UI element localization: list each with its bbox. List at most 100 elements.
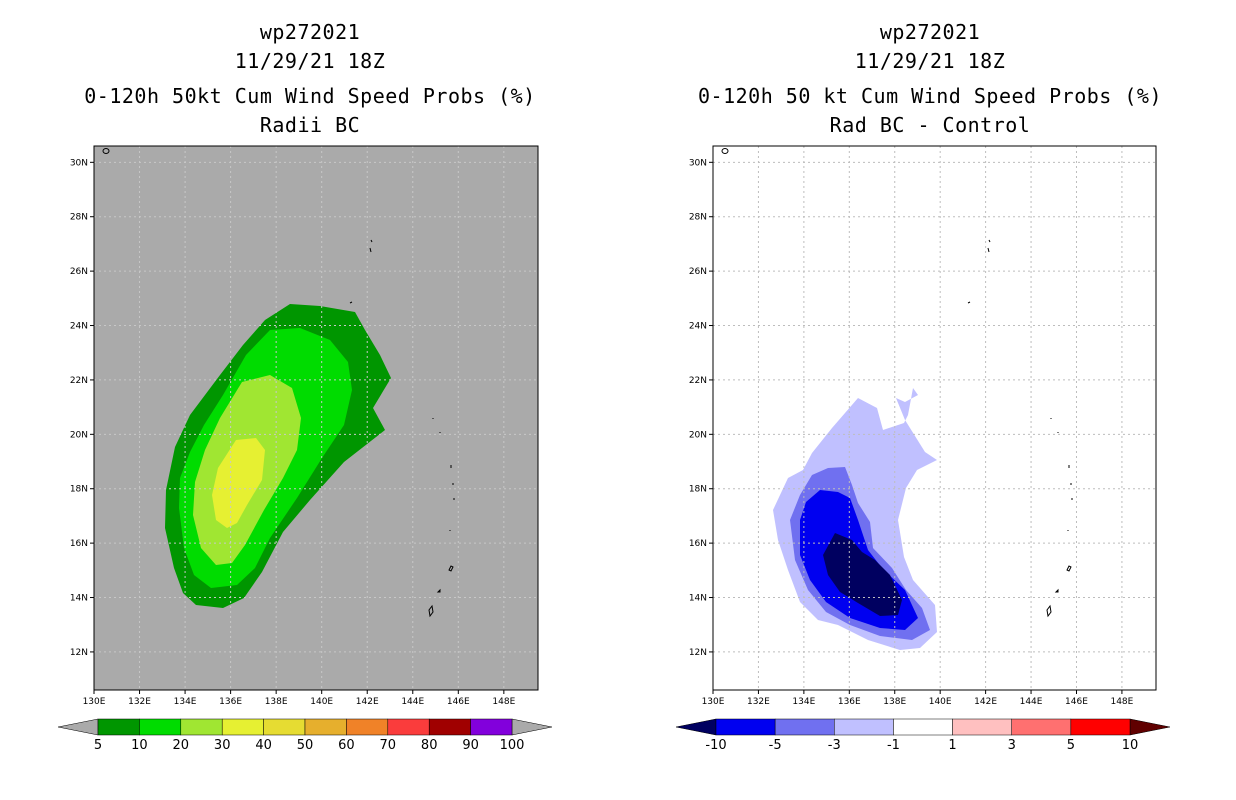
colorbar-swatch: [346, 718, 389, 736]
lon-label: 146E: [447, 697, 470, 707]
colorbar-swatch: [139, 718, 182, 736]
colorbar-swatch: [1011, 718, 1072, 736]
lat-label: 12N: [689, 648, 707, 658]
left-subtitle: Radii BC: [259, 113, 361, 137]
right-axis-ticks: 130E 132E 134E 136E 138E 140E 142E 144E 146E 148E…: [689, 158, 1134, 707]
colorbar-swatch: [774, 718, 835, 736]
right-coastlines: [721, 148, 1073, 618]
lat-label: 26N: [689, 267, 707, 277]
lat-label: 30N: [70, 158, 88, 168]
right-panel-title: wp272021 11/29/21 18Z 0-120h 50 kt Cum W…: [660, 18, 1200, 140]
lat-label: 24N: [70, 322, 88, 332]
colorbar-label: 1: [948, 738, 956, 753]
colorbar-label: 10: [1122, 738, 1139, 753]
colorbar-label: -1: [887, 738, 900, 753]
colorbar-swatch: [952, 718, 1012, 736]
colorbar-label: 5: [94, 738, 102, 753]
colorbar-swatch: [470, 718, 513, 736]
right-datetime: 11/29/21 18Z: [854, 49, 1006, 73]
left-product: 0-120h 50kt Cum Wind Speed Probs (%): [84, 84, 536, 108]
lon-label: 138E: [883, 697, 906, 707]
colorbar-under-triangle: [675, 718, 717, 736]
lat-label: 18N: [689, 485, 707, 495]
colorbar-swatch: [304, 718, 347, 736]
lat-label: 28N: [689, 213, 707, 223]
lon-label: 130E: [702, 697, 725, 707]
right-difference-contours: [773, 388, 937, 650]
colorbar-swatch: [428, 718, 471, 736]
lon-label: 136E: [838, 697, 861, 707]
right-subtitle: Rad BC - Control: [829, 113, 1031, 137]
right-gridlines: [713, 146, 1156, 690]
lat-label: 12N: [70, 648, 88, 658]
lon-label: 140E: [929, 697, 952, 707]
right-map-frame: [712, 145, 1157, 691]
right-map: 130E 132E 134E 136E 138E 140E 142E 144E 146E 148E…: [675, 145, 1171, 753]
lon-label: 148E: [1110, 697, 1133, 707]
lat-label: 16N: [70, 539, 88, 549]
left-datetime: 11/29/21 18Z: [234, 49, 386, 73]
colorbar-label: 3: [1008, 738, 1016, 753]
left-colorbar: 5 10 20 30 40 50 60 70 80 90 100: [57, 718, 553, 753]
lon-label: 144E: [401, 697, 424, 707]
left-probability-contours: [165, 304, 391, 608]
lon-label: 146E: [1065, 697, 1088, 707]
left-map: 130E 132E 134E 136E 138E 140E 142E 144E 146E 148E…: [57, 145, 553, 753]
left-panel-title: wp272021 11/29/21 18Z 0-120h 50kt Cum Wi…: [40, 18, 580, 140]
lat-label: 22N: [70, 376, 88, 386]
lat-label: 20N: [689, 430, 707, 440]
colorbar-label: -10: [705, 738, 726, 753]
right-colorbar: -10 -5 -3 -1 1 3 5 10: [675, 718, 1171, 753]
lon-label: 140E: [310, 697, 333, 707]
colorbar-label: 30: [214, 738, 231, 753]
colorbar-swatch: [97, 718, 140, 736]
lat-label: 30N: [689, 158, 707, 168]
right-map-background: [713, 146, 1156, 690]
lat-label: 18N: [70, 485, 88, 495]
colorbar-swatch: [834, 718, 894, 736]
lon-label: 144E: [1020, 697, 1043, 707]
lon-label: 132E: [747, 697, 770, 707]
colorbar-label: -3: [828, 738, 841, 753]
colorbar-over-triangle: [1129, 718, 1171, 736]
left-coastlines: [102, 148, 455, 618]
lat-label: 14N: [70, 594, 88, 604]
contour-minus-10: [823, 533, 902, 616]
colorbar-swatch: [221, 718, 264, 736]
colorbar-swatch: [180, 718, 223, 736]
colorbar-swatch: [387, 718, 430, 736]
lon-label: 134E: [174, 697, 197, 707]
colorbar-label: 70: [380, 738, 397, 753]
lon-label: 142E: [974, 697, 997, 707]
colorbar-label: -5: [769, 738, 782, 753]
left-axis-ticks: 130E 132E 134E 136E 138E 140E 142E 144E 146E 148E…: [70, 158, 516, 707]
lon-label: 134E: [792, 697, 815, 707]
colorbar-label: 40: [255, 738, 272, 753]
lon-label: 136E: [219, 697, 242, 707]
lon-label: 148E: [492, 697, 515, 707]
left-storm-id: wp272021: [259, 20, 361, 44]
colorbar-label: 20: [173, 738, 190, 753]
right-product: 0-120h 50 kt Cum Wind Speed Probs (%): [697, 84, 1163, 108]
lat-label: 22N: [689, 376, 707, 386]
lon-label: 138E: [265, 697, 288, 707]
left-gridlines: [94, 146, 538, 690]
lat-label: 24N: [689, 322, 707, 332]
left-map-frame: [93, 145, 539, 691]
lon-label: 130E: [83, 697, 106, 707]
colorbar-swatch: [715, 718, 776, 736]
lat-label: 28N: [70, 213, 88, 223]
lat-label: 26N: [70, 267, 88, 277]
colorbar-label: 5: [1067, 738, 1075, 753]
lat-label: 20N: [70, 430, 88, 440]
lon-label: 132E: [128, 697, 151, 707]
colorbar-swatch: [1070, 718, 1131, 736]
lon-label: 142E: [356, 697, 379, 707]
lat-label: 14N: [689, 594, 707, 604]
colorbar-swatch: [893, 718, 953, 736]
colorbar-over-triangle: [511, 718, 553, 736]
contour-30: [212, 438, 265, 528]
colorbar-swatch: [263, 718, 306, 736]
colorbar-label: 60: [338, 738, 355, 753]
